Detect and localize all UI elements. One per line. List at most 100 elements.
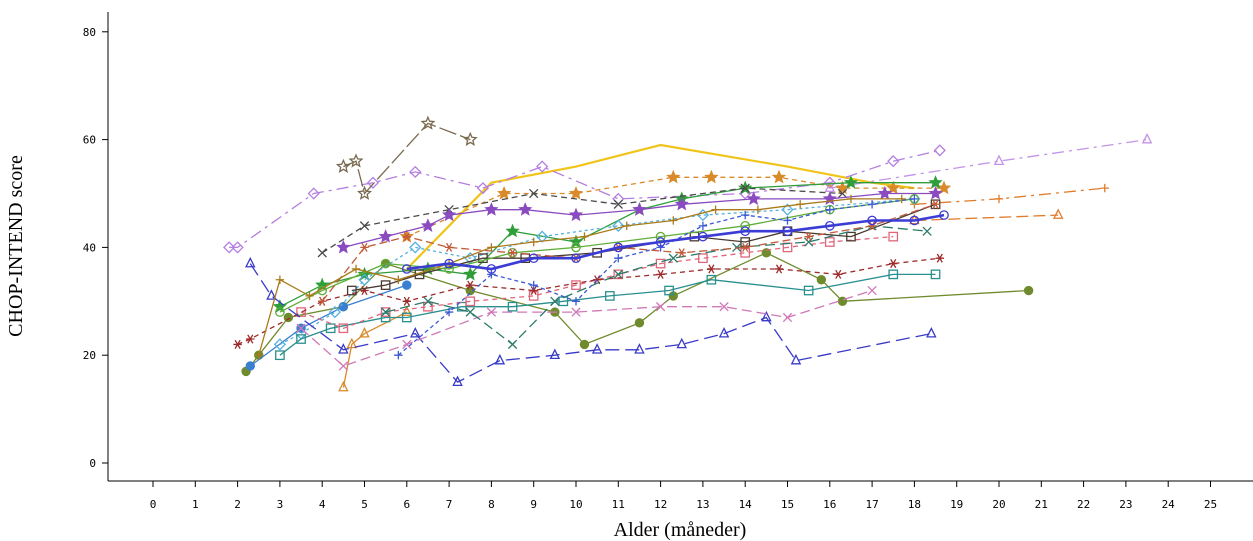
y-tick-label: 0 xyxy=(89,457,96,470)
data-point xyxy=(317,248,327,258)
data-point xyxy=(394,351,403,360)
data-point xyxy=(931,199,940,209)
data-point xyxy=(824,220,835,231)
data-point xyxy=(674,196,689,211)
data-point xyxy=(401,305,413,316)
data-point xyxy=(456,301,467,312)
x-tick-label: 3 xyxy=(277,498,284,511)
data-point xyxy=(550,296,560,306)
series xyxy=(338,305,413,392)
data-point xyxy=(536,230,549,243)
data-point xyxy=(518,202,533,216)
x-tick-label: 10 xyxy=(569,498,582,511)
data-point xyxy=(795,200,805,209)
data-point xyxy=(296,334,306,344)
data-point xyxy=(338,323,349,334)
data-point xyxy=(346,337,358,349)
data-point xyxy=(922,226,932,236)
data-point xyxy=(338,380,349,392)
series-line xyxy=(279,182,936,308)
data-point xyxy=(402,280,412,290)
data-point xyxy=(939,210,949,220)
data-point xyxy=(296,307,306,317)
mean-line xyxy=(406,213,945,271)
data-point xyxy=(867,221,877,231)
y-axis-title: CHOP-INTEND score xyxy=(5,155,27,337)
data-point xyxy=(993,154,1005,166)
data-point xyxy=(740,226,751,237)
data-point xyxy=(423,301,433,312)
series xyxy=(317,183,848,258)
data-point xyxy=(843,175,859,189)
x-tick-label: 24 xyxy=(1162,498,1176,511)
data-point xyxy=(420,115,436,130)
x-tick-label: 12 xyxy=(654,498,667,511)
data-point xyxy=(358,273,371,286)
x-tick-label: 5 xyxy=(361,498,368,511)
data-point xyxy=(275,350,285,361)
data-point xyxy=(741,242,750,252)
data-point xyxy=(656,243,665,252)
data-point xyxy=(328,305,342,319)
data-point xyxy=(360,242,369,252)
data-point xyxy=(741,210,750,220)
data-point xyxy=(571,307,581,317)
data-point xyxy=(380,258,391,269)
data-point xyxy=(889,259,898,269)
series xyxy=(399,169,952,243)
data-point xyxy=(463,266,478,281)
data-point xyxy=(816,275,827,285)
data-point xyxy=(357,185,372,200)
series xyxy=(223,144,946,254)
data-point xyxy=(275,307,285,317)
data-point xyxy=(305,291,314,301)
data-point xyxy=(359,326,370,338)
data-point xyxy=(930,269,941,280)
data-point xyxy=(346,285,357,296)
x-tick-label: 6 xyxy=(403,498,410,511)
data-point xyxy=(613,269,623,280)
x-tick-label: 17 xyxy=(865,498,878,511)
data-point xyxy=(401,312,412,323)
data-point xyxy=(622,221,631,231)
data-point xyxy=(529,280,538,290)
data-point xyxy=(336,239,351,254)
data-point xyxy=(508,248,517,258)
data-point xyxy=(402,339,412,350)
data-point xyxy=(909,215,920,226)
data-point xyxy=(283,312,294,323)
data-point xyxy=(410,326,421,338)
data-point xyxy=(476,181,490,195)
data-point xyxy=(761,248,772,258)
data-point xyxy=(718,326,730,338)
data-point xyxy=(507,301,518,312)
x-tick-label: 14 xyxy=(739,498,753,511)
data-point xyxy=(505,223,520,238)
data-point xyxy=(529,237,538,247)
data-point xyxy=(994,194,1004,204)
data-point xyxy=(782,226,793,237)
y-tick-label: 40 xyxy=(83,241,96,254)
data-point xyxy=(613,242,624,253)
data-point xyxy=(771,169,787,184)
data-point xyxy=(669,216,678,225)
data-point xyxy=(528,253,539,264)
series xyxy=(254,194,906,360)
data-point xyxy=(746,191,761,205)
series xyxy=(296,285,877,371)
data-point xyxy=(783,216,792,225)
data-point xyxy=(825,205,834,214)
x-tick-label: 22 xyxy=(1077,498,1090,511)
series xyxy=(336,185,943,254)
data-point xyxy=(614,253,623,263)
x-tick-label: 20 xyxy=(992,498,1005,511)
data-point xyxy=(790,353,802,365)
data-point xyxy=(698,231,708,242)
data-point xyxy=(402,232,411,242)
data-point xyxy=(846,194,856,204)
data-point xyxy=(933,144,946,157)
data-point xyxy=(486,264,497,274)
data-point xyxy=(233,339,242,349)
data-point xyxy=(529,188,539,199)
x-tick-label: 25 xyxy=(1204,498,1217,511)
